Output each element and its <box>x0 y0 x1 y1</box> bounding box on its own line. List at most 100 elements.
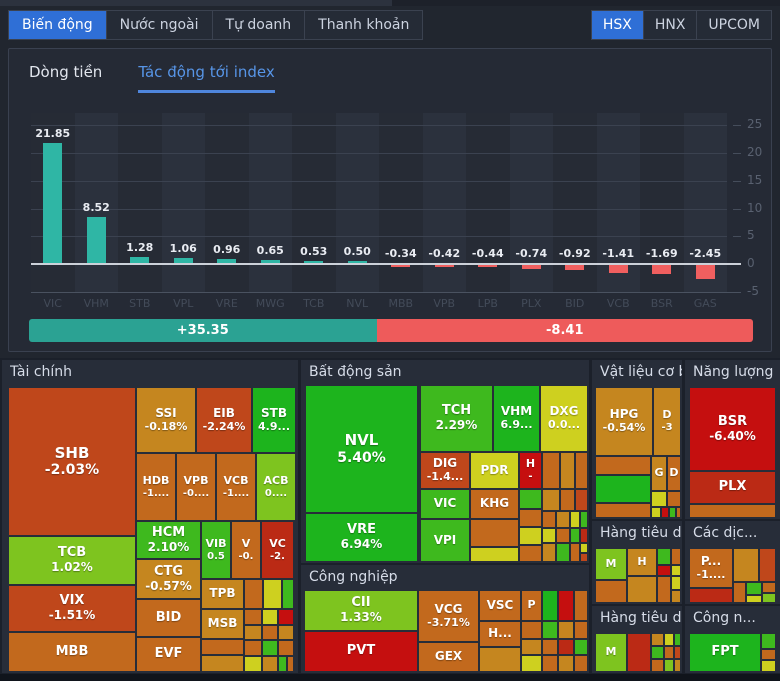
treemap-cell[interactable] <box>520 510 541 526</box>
treemap-cell[interactable] <box>245 580 262 608</box>
exchange-upcom[interactable]: UPCOM <box>697 11 771 39</box>
treemap-cell[interactable] <box>263 641 277 655</box>
treemap-cell[interactable] <box>760 549 775 581</box>
treemap-cell[interactable] <box>734 549 758 581</box>
bar-TCB[interactable] <box>304 261 324 264</box>
treemap-cell[interactable] <box>658 566 670 575</box>
treemap-cell[interactable] <box>543 622 557 638</box>
treemap-cell-DXG[interactable]: DXG 0.0... <box>541 386 587 451</box>
treemap-cell-VCG[interactable]: VCG -3.71% <box>419 591 478 641</box>
treemap-cell[interactable] <box>672 577 680 589</box>
treemap-cell[interactable] <box>658 549 670 564</box>
treemap-cell-VIC[interactable]: VIC <box>421 490 469 518</box>
treemap-cell[interactable] <box>283 580 293 608</box>
treemap-cell-BID[interactable]: BID <box>137 600 200 636</box>
treemap-cell[interactable] <box>245 626 261 639</box>
treemap-cell[interactable] <box>471 548 518 561</box>
treemap-cell[interactable] <box>543 656 557 671</box>
treemap-cell[interactable] <box>575 640 587 654</box>
tab-tu-doanh[interactable]: Tự doanh <box>212 11 306 39</box>
treemap-cell-NVL[interactable]: NVL 5.40% <box>306 386 417 512</box>
treemap-cell[interactable] <box>279 657 286 671</box>
treemap-cell[interactable] <box>747 583 761 594</box>
treemap-cell-CTG[interactable]: CTG -0.57% <box>137 560 200 598</box>
treemap-cell[interactable] <box>559 591 573 620</box>
treemap-cell-MBB[interactable]: MBB <box>9 633 135 671</box>
treemap-cell[interactable] <box>690 505 775 517</box>
treemap-cell[interactable] <box>543 490 559 510</box>
treemap-cell[interactable] <box>288 657 293 671</box>
treemap-cell-VIB[interactable]: VIB 0.5 <box>202 522 230 578</box>
treemap-cell[interactable] <box>662 508 668 517</box>
treemap-cell[interactable] <box>543 640 557 654</box>
bar-VRE[interactable] <box>217 258 237 264</box>
treemap-cell-D[interactable]: D <box>668 457 680 490</box>
treemap-cell[interactable] <box>672 549 680 564</box>
treemap-cell[interactable] <box>245 641 261 655</box>
treemap-cell[interactable] <box>665 647 673 658</box>
treemap-cell[interactable] <box>522 622 541 638</box>
treemap-cell-P[interactable]: P <box>522 591 541 620</box>
treemap-cell-EVF[interactable]: EVF <box>137 638 200 671</box>
treemap-cell-M[interactable]: M <box>596 634 626 671</box>
bar-VHM[interactable] <box>86 216 106 264</box>
bar-VPL[interactable] <box>173 258 193 264</box>
treemap-cell-MSB[interactable]: MSB <box>202 610 243 638</box>
treemap-cell[interactable] <box>279 626 293 639</box>
treemap-cell-VRE[interactable]: VRE 6.94% <box>306 514 417 561</box>
treemap-cell[interactable] <box>652 660 663 671</box>
treemap-cell[interactable] <box>575 622 587 638</box>
treemap-cell-PVT[interactable]: PVT <box>305 632 417 671</box>
treemap-cell[interactable] <box>557 529 569 542</box>
treemap-cell[interactable] <box>675 634 680 645</box>
bar-MWG[interactable] <box>260 260 280 264</box>
treemap-cell-VHM[interactable]: VHM 6.9... <box>494 386 539 451</box>
subtab-dong-tien[interactable]: Dòng tiền <box>29 63 103 81</box>
treemap-cell[interactable] <box>557 544 569 561</box>
treemap-cell[interactable] <box>762 634 775 648</box>
treemap-cell[interactable] <box>559 640 573 654</box>
treemap-cell[interactable] <box>581 512 587 527</box>
treemap-cell-PLX[interactable]: PLX <box>690 472 775 503</box>
treemap-cell[interactable] <box>596 581 626 602</box>
treemap-cell[interactable] <box>658 577 670 602</box>
treemap-cell[interactable] <box>543 544 555 561</box>
treemap-cell-M[interactable]: M <box>596 549 626 579</box>
treemap-cell[interactable] <box>763 583 775 592</box>
treemap-cell-VCB[interactable]: VCB -1.... <box>217 454 255 520</box>
treemap-cell[interactable] <box>561 453 574 488</box>
treemap-cell[interactable] <box>575 591 587 620</box>
treemap-cell-TPB[interactable]: TPB <box>202 580 243 608</box>
treemap-cell[interactable] <box>668 492 680 506</box>
treemap-cell[interactable] <box>264 580 281 608</box>
treemap-cell[interactable] <box>543 591 557 620</box>
treemap-cell[interactable] <box>581 529 587 542</box>
tab-thanh-khoan[interactable]: Thanh khoản <box>305 11 423 39</box>
treemap-cell[interactable] <box>628 634 650 671</box>
treemap-cell[interactable] <box>520 490 541 508</box>
treemap-cell-HPG[interactable]: HPG -0.54% <box>596 388 652 455</box>
treemap-cell[interactable] <box>245 657 261 671</box>
subtab-tac-dong-toi-index[interactable]: Tác động tới index <box>138 63 275 93</box>
treemap-cell[interactable] <box>575 656 587 671</box>
treemap-cell[interactable] <box>522 656 541 671</box>
treemap-cell[interactable] <box>543 512 555 527</box>
treemap-cell-HDB[interactable]: HDB -1.... <box>137 454 175 520</box>
treemap-cell-VC[interactable]: VC -2. <box>262 522 293 578</box>
treemap-cell[interactable] <box>677 508 680 517</box>
treemap-cell[interactable] <box>245 610 261 624</box>
bar-GAS[interactable] <box>695 265 715 279</box>
treemap-cell-DIG[interactable]: DIG -1.4... <box>421 453 469 488</box>
treemap-cell[interactable] <box>672 591 680 602</box>
treemap-cell[interactable] <box>665 634 673 645</box>
treemap-cell[interactable] <box>202 640 243 654</box>
treemap-cell-KHG[interactable]: KHG <box>471 490 518 518</box>
treemap-cell[interactable] <box>675 647 680 658</box>
bar-VPB[interactable] <box>434 265 454 268</box>
treemap-cell[interactable] <box>762 661 775 671</box>
treemap-cell[interactable] <box>581 544 587 552</box>
treemap-cell[interactable] <box>581 554 587 561</box>
bar-LPB[interactable] <box>478 265 498 268</box>
treemap-cell[interactable] <box>571 544 579 561</box>
treemap-cell[interactable] <box>652 647 663 658</box>
